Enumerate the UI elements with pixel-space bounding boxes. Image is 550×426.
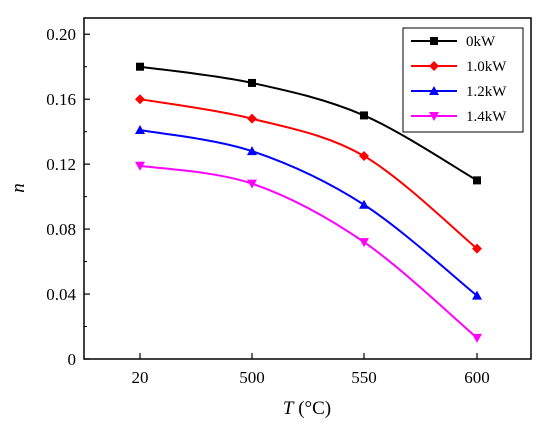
x-tick-label: 550 <box>351 368 377 387</box>
x-tick-label: 600 <box>464 368 490 387</box>
data-point <box>135 161 145 171</box>
data-point <box>360 111 368 120</box>
y-tick-label: 0.20 <box>46 25 76 44</box>
series-2 <box>135 125 482 300</box>
data-point <box>473 176 481 185</box>
legend-box <box>402 27 524 133</box>
data-point <box>135 94 145 105</box>
x-axis-unit: (°C) <box>293 398 331 419</box>
legend-entry: 1.0kW <box>411 59 507 75</box>
legend-label: 1.4kW <box>466 109 507 125</box>
series-line <box>139 129 478 297</box>
legend-label: 0kW <box>466 34 496 50</box>
y-tick-label: 0.16 <box>46 90 76 109</box>
legend: 0kW 1.0kW 1.2kW 1.4kW <box>402 27 524 133</box>
data-point <box>472 290 482 300</box>
data-point <box>472 333 482 343</box>
data-point <box>247 113 257 124</box>
data-point <box>247 179 257 189</box>
x-axis-variable: T <box>283 398 295 419</box>
legend-marker <box>430 37 438 45</box>
series-line <box>139 98 478 250</box>
data-point <box>472 243 482 254</box>
data-point <box>359 151 369 162</box>
x-axis: 20 500 550 600 <box>132 353 490 387</box>
data-point <box>135 125 145 135</box>
data-point <box>136 62 144 71</box>
series-layer <box>135 62 482 343</box>
data-point <box>359 199 369 209</box>
data-point <box>248 78 256 87</box>
series-line <box>139 164 478 339</box>
legend-marker <box>429 86 439 95</box>
data-point <box>247 146 257 156</box>
legend-entry: 1.2kW <box>411 84 507 100</box>
series-0 <box>136 62 481 185</box>
y-axis: 0 0.04 0.08 0.12 0.16 0.20 <box>46 25 90 369</box>
legend-label: 1.0kW <box>466 59 507 75</box>
x-tick-label: 500 <box>239 368 265 387</box>
series-line <box>139 65 478 182</box>
data-point <box>359 238 369 248</box>
legend-marker <box>429 112 439 121</box>
x-axis-title: T (°C) <box>283 398 331 419</box>
y-tick-label: 0.04 <box>46 285 76 304</box>
legend-entry: 0kW <box>411 34 496 50</box>
y-axis-title: n <box>8 183 29 193</box>
x-tick-label: 20 <box>132 368 149 387</box>
y-tick-label: 0 <box>68 350 77 369</box>
plot-frame <box>83 17 532 360</box>
y-tick-label: 0.12 <box>46 155 76 174</box>
legend-marker <box>429 61 439 71</box>
series-1 <box>135 94 482 254</box>
y-tick-label: 0.08 <box>46 220 76 239</box>
legend-label: 1.2kW <box>466 84 507 100</box>
series-3 <box>135 161 482 343</box>
legend-entry: 1.4kW <box>411 109 507 125</box>
